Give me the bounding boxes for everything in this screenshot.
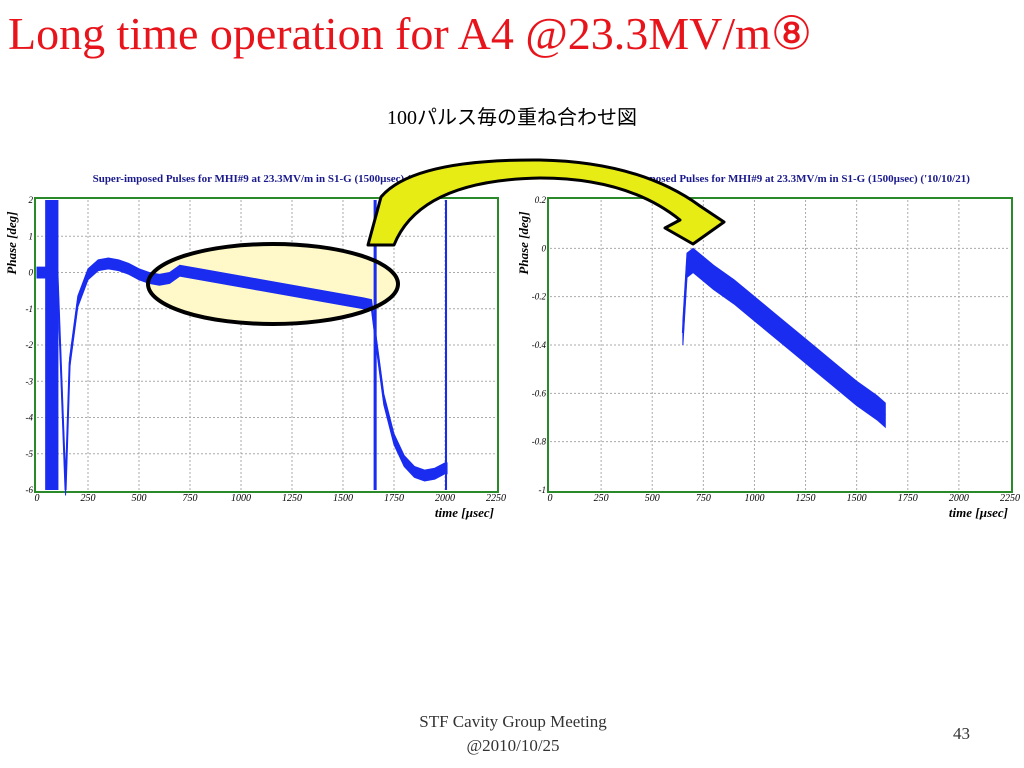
x-tick-label: 1000 xyxy=(231,493,251,504)
data-spike xyxy=(45,200,59,490)
x-tick-label: 0 xyxy=(548,493,553,504)
x-tick-label: 500 xyxy=(132,493,147,504)
y-tick-label: -1 xyxy=(539,485,547,495)
data-spike xyxy=(373,200,377,490)
x-tick-label: 1500 xyxy=(333,493,353,504)
data-line xyxy=(37,262,448,491)
x-tick-label: 1250 xyxy=(282,493,302,504)
x-tick-label: 1250 xyxy=(796,493,816,504)
chart-left-svg: Super-imposed Pulses for MHI#9 at 23.3MV… xyxy=(4,173,506,520)
x-tick-label: 250 xyxy=(81,493,96,504)
footer-meeting: STF Cavity Group Meeting @2010/10/25 xyxy=(363,710,663,758)
y-tick-label: 0 xyxy=(29,268,34,278)
x-tick-label: 250 xyxy=(594,493,609,504)
page-number: 43 xyxy=(953,724,970,743)
data-line xyxy=(681,259,886,416)
x-axis-label: time [µsec] xyxy=(435,505,494,520)
x-tick-label: 500 xyxy=(645,493,660,504)
y-tick-label: -6 xyxy=(26,485,34,495)
y-tick-label: 0.2 xyxy=(535,195,547,205)
y-tick-label: -0.4 xyxy=(532,340,547,350)
x-tick-label: 1500 xyxy=(847,493,867,504)
x-tick-label: 1000 xyxy=(744,493,764,504)
chart-left-phase-vs-time: Super-imposed Pulses for MHI#9 at 23.3MV… xyxy=(0,163,510,523)
x-tick-label: 750 xyxy=(696,493,711,504)
x-tick-label: 750 xyxy=(183,493,198,504)
y-tick-label: -3 xyxy=(26,376,34,386)
y-tick-label: 1 xyxy=(29,231,34,241)
x-axis-label: time [µsec] xyxy=(949,505,1008,520)
x-tick-label: 2000 xyxy=(435,493,455,504)
x-tick-label: 0 xyxy=(35,493,40,504)
x-tick-label: 1750 xyxy=(384,493,404,504)
y-tick-label: -2 xyxy=(26,340,34,350)
y-tick-label: 0 xyxy=(542,243,547,253)
footer-line-1: STF Cavity Group Meeting xyxy=(419,712,607,731)
footer-line-2: @2010/10/25 xyxy=(466,736,560,755)
y-tick-label: -5 xyxy=(26,449,34,459)
chart-title: Super-imposed Pulses for MHI#9 at 23.3MV… xyxy=(93,173,457,185)
y-axis-label: Phase [deg] xyxy=(516,211,531,274)
y-tick-label: -0.2 xyxy=(532,292,547,302)
x-tick-label: 1750 xyxy=(898,493,918,504)
chart-right-svg: Super-imposed Pulses for MHI#9 at 23.3MV… xyxy=(516,173,1020,520)
y-axis-label: Phase [deg] xyxy=(4,211,19,274)
y-tick-label: -0.8 xyxy=(532,437,547,447)
slide-subtitle: 100パルス毎の重ね合わせ図 xyxy=(387,107,637,129)
highlight-ellipse xyxy=(146,242,400,326)
data-band xyxy=(682,247,886,429)
x-tick-label: 2250 xyxy=(1000,493,1020,504)
y-tick-label: -0.6 xyxy=(532,388,547,398)
y-tick-label: -1 xyxy=(26,304,34,314)
y-tick-label: -4 xyxy=(26,413,34,423)
slide-title: Long time operation for A4 @23.3MV/m⑧ xyxy=(8,8,813,59)
x-tick-label: 2250 xyxy=(486,493,506,504)
chart-title: Super-imposed Pulses for MHI#9 at 23.3MV… xyxy=(606,173,970,185)
data-spike xyxy=(445,200,448,490)
x-tick-label: 2000 xyxy=(949,493,969,504)
y-tick-label: 2 xyxy=(29,195,34,205)
chart-right-phase-zoom: Super-imposed Pulses for MHI#9 at 23.3MV… xyxy=(512,163,1022,523)
